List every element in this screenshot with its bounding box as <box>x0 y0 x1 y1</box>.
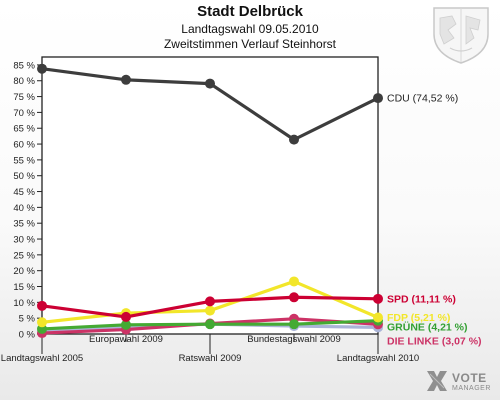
chart-subtitle-district: Zweitstimmen Verlauf Steinhorst <box>163 37 337 51</box>
series-end-label: SPD (11,11 %) <box>387 293 456 305</box>
y-tick-label: 5 % <box>19 314 36 325</box>
y-tick-label: 45 % <box>13 187 35 198</box>
series-end-label: DIE LINKE (3,07 %) <box>387 335 482 347</box>
plot-area <box>41 56 379 335</box>
coat-of-arms-icon <box>433 7 489 64</box>
y-tick-label: 70 % <box>13 108 35 119</box>
data-point <box>205 319 215 330</box>
x-tick-label: Landtagswahl 2005 <box>1 353 83 364</box>
data-point <box>205 296 215 307</box>
votemanager-brand: VOTE <box>452 371 487 385</box>
data-point <box>121 74 131 85</box>
series-end-label: GRÜNE (4,21 %) <box>387 321 468 334</box>
y-tick-label: 75 % <box>13 92 35 103</box>
y-tick-label: 50 % <box>13 171 35 182</box>
chart-subtitle-election: Landtagswahl 09.05.2010 <box>181 22 319 36</box>
data-point <box>289 276 299 287</box>
y-tick-label: 35 % <box>13 219 35 230</box>
y-tick-label: 20 % <box>13 266 35 277</box>
y-tick-label: 30 % <box>13 235 35 246</box>
data-point <box>373 293 383 304</box>
data-point <box>37 317 47 328</box>
data-point <box>37 300 47 311</box>
series-end-label: FDP (5,21 %) <box>387 312 450 324</box>
data-point <box>121 319 131 330</box>
data-point <box>37 63 47 74</box>
x-tick-label: Bundestagswahl 2009 <box>247 334 341 345</box>
y-tick-label: 65 % <box>13 124 35 135</box>
series-end-label: CDU (74,52 %) <box>387 93 458 105</box>
x-tick-label: Landtagswahl 2010 <box>337 353 419 364</box>
data-point <box>289 319 299 330</box>
data-point <box>289 134 299 145</box>
y-tick-label: 85 % <box>13 60 35 71</box>
y-tick-label: 0 % <box>19 330 36 341</box>
data-point <box>373 93 383 104</box>
data-point <box>205 305 215 316</box>
data-point <box>121 311 131 322</box>
y-tick-label: 60 % <box>13 140 35 151</box>
votemanager-tagline: MANAGER <box>452 385 491 392</box>
x-tick-label: Ratswahl 2009 <box>179 353 242 364</box>
data-point <box>205 78 215 89</box>
y-tick-label: 40 % <box>13 203 35 214</box>
chart-title: Stadt Delbrück <box>197 3 303 20</box>
ballot-x-icon <box>427 371 447 391</box>
y-tick-label: 25 % <box>13 250 35 261</box>
y-tick-label: 10 % <box>13 298 35 309</box>
y-tick-label: 55 % <box>13 155 35 166</box>
data-point <box>289 292 299 303</box>
data-point <box>373 312 383 323</box>
y-tick-label: 80 % <box>13 76 35 87</box>
y-tick-label: 15 % <box>13 282 35 293</box>
x-tick-label: Europawahl 2009 <box>89 334 163 345</box>
